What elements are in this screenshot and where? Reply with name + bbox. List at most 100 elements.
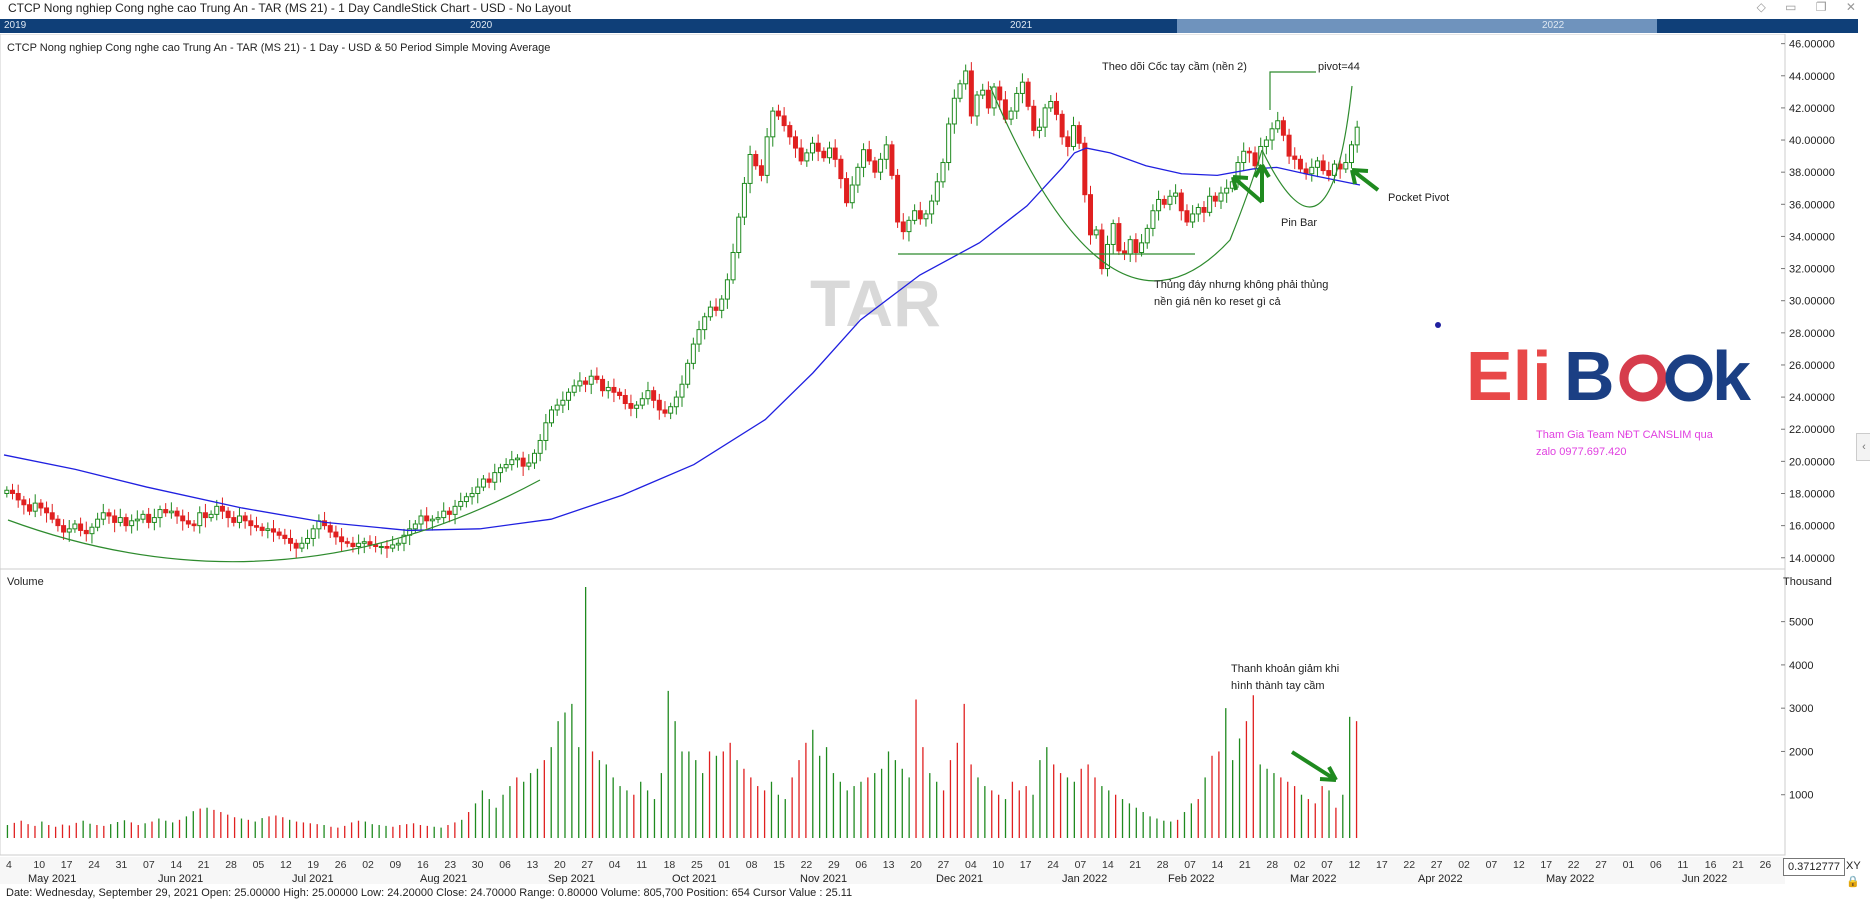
price-tick-label: 16.00000: [1789, 521, 1835, 533]
candle-body: [1048, 100, 1054, 109]
candle-body: [753, 153, 759, 167]
day-tick-label: 28: [1266, 859, 1278, 871]
candle-body: [906, 219, 912, 233]
day-tick-label: 02: [1294, 859, 1306, 871]
candle-body: [531, 452, 537, 464]
candle-body: [446, 510, 452, 515]
pin-bar-annotation: Pin Bar: [1281, 217, 1317, 229]
candle-body: [1173, 192, 1179, 197]
candle-body: [4, 489, 10, 494]
candle-body: [327, 525, 333, 533]
candle-body: [1167, 195, 1173, 205]
xy-toggle[interactable]: XY 🔒: [1846, 860, 1861, 888]
candle-body: [1286, 134, 1292, 157]
candle-body: [390, 544, 396, 549]
candle-body: [242, 515, 248, 522]
day-tick-label: 21: [1732, 859, 1744, 871]
logo-text-right: k: [1712, 337, 1751, 415]
day-tick-label: 02: [1458, 859, 1470, 871]
price-volume-chart[interactable]: 46.00000 44.00000 42.00000 40.00000 38.00000…: [0, 34, 1870, 884]
navigator-year: 2022: [1542, 20, 1565, 31]
volume-axis: 5000 4000 3000 2000 1000: [1781, 617, 1813, 802]
candle-body: [1314, 160, 1320, 168]
candle-body: [917, 210, 923, 220]
cup-handle-annotation: Theo dõi Cốc tay cầm (nền 2): [1102, 61, 1247, 73]
candle-body: [1144, 227, 1150, 244]
candle-body: [1025, 81, 1031, 107]
candle-body: [883, 144, 889, 160]
month-tick-label: Aug 2021: [420, 873, 467, 884]
candle-body: [509, 459, 515, 466]
candle-body: [129, 520, 135, 527]
candle-body: [821, 150, 827, 159]
candle-body: [668, 406, 674, 414]
candle-body: [134, 518, 140, 522]
candle-body: [83, 529, 89, 535]
candle-body: [940, 162, 946, 183]
candle-body: [106, 512, 112, 517]
volume-tick-label: 5000: [1789, 617, 1813, 629]
day-tick-label: 29: [828, 859, 840, 871]
chart-watermark: TAR: [810, 266, 941, 340]
day-tick-label: 02: [362, 859, 374, 871]
collapse-panel-button[interactable]: ‹: [1856, 433, 1870, 461]
day-tick-label: 27: [938, 859, 950, 871]
volume-unit-label: Thousand: [1783, 576, 1832, 588]
candle-body: [724, 279, 730, 300]
candle-body: [248, 520, 254, 527]
day-tick-label: 19: [307, 859, 319, 871]
navigator-window[interactable]: [1177, 19, 1657, 33]
price-tick-label: 22.00000: [1789, 424, 1835, 436]
candle-body: [1031, 105, 1037, 131]
day-tick-label: 09: [390, 859, 402, 871]
day-tick-label: 24: [1047, 859, 1059, 871]
candle-body: [1252, 152, 1258, 167]
day-tick-label: 07: [1321, 859, 1333, 871]
day-tick-label: 28: [225, 859, 237, 871]
candle-body: [611, 386, 617, 393]
candle-body: [747, 153, 753, 184]
candle-body: [656, 399, 662, 411]
day-tick-label: 01: [718, 859, 730, 871]
volume-note-line2: hình thành tay cầm: [1231, 680, 1325, 692]
candle-body: [679, 383, 685, 398]
candle-body: [787, 125, 793, 138]
month-tick-label: Nov 2021: [800, 873, 847, 884]
candle-body: [441, 510, 447, 519]
day-tick-label: 26: [1760, 859, 1772, 871]
pocket-pivot-annotation: Pocket Pivot: [1388, 192, 1449, 204]
month-tick-label: Feb 2022: [1168, 873, 1214, 884]
candle-body: [1088, 194, 1094, 236]
day-tick-label: 06: [855, 859, 867, 871]
promo-line2: zalo 0977.697.420: [1536, 446, 1627, 458]
price-tick-label: 34.00000: [1789, 231, 1835, 243]
candle-body: [276, 531, 282, 536]
candle-body: [140, 513, 146, 520]
candle-body: [866, 149, 872, 162]
candle-body: [571, 385, 577, 393]
annotation-drawings: [7, 71, 1441, 782]
day-tick-label: 25: [691, 859, 703, 871]
candle-body: [968, 70, 974, 117]
candle-body: [1076, 125, 1082, 144]
month-tick-label: Oct 2021: [672, 873, 717, 884]
candle-body: [1224, 187, 1230, 194]
day-tick-label: 17: [61, 859, 73, 871]
candle-body: [900, 221, 906, 233]
candle-body: [895, 174, 901, 223]
candle-body: [214, 505, 220, 515]
base-arc: [7, 479, 541, 563]
candle-body: [792, 136, 798, 149]
day-tick-label: 12: [1513, 859, 1525, 871]
day-tick-label: 06: [499, 859, 511, 871]
month-tick-label: Jul 2021: [292, 873, 334, 884]
candle-body: [1297, 158, 1303, 170]
window-controls[interactable]: ◇ ▭ ❐ ✕: [1756, 0, 1864, 14]
candle-body: [1002, 99, 1008, 120]
candle-body: [1110, 223, 1116, 245]
candle-body: [957, 83, 963, 99]
candle-body: [588, 375, 594, 385]
day-tick-label: 17: [1020, 859, 1032, 871]
candle-body: [27, 504, 33, 512]
cursor-value-box[interactable]: 0.3712777: [1783, 858, 1845, 876]
